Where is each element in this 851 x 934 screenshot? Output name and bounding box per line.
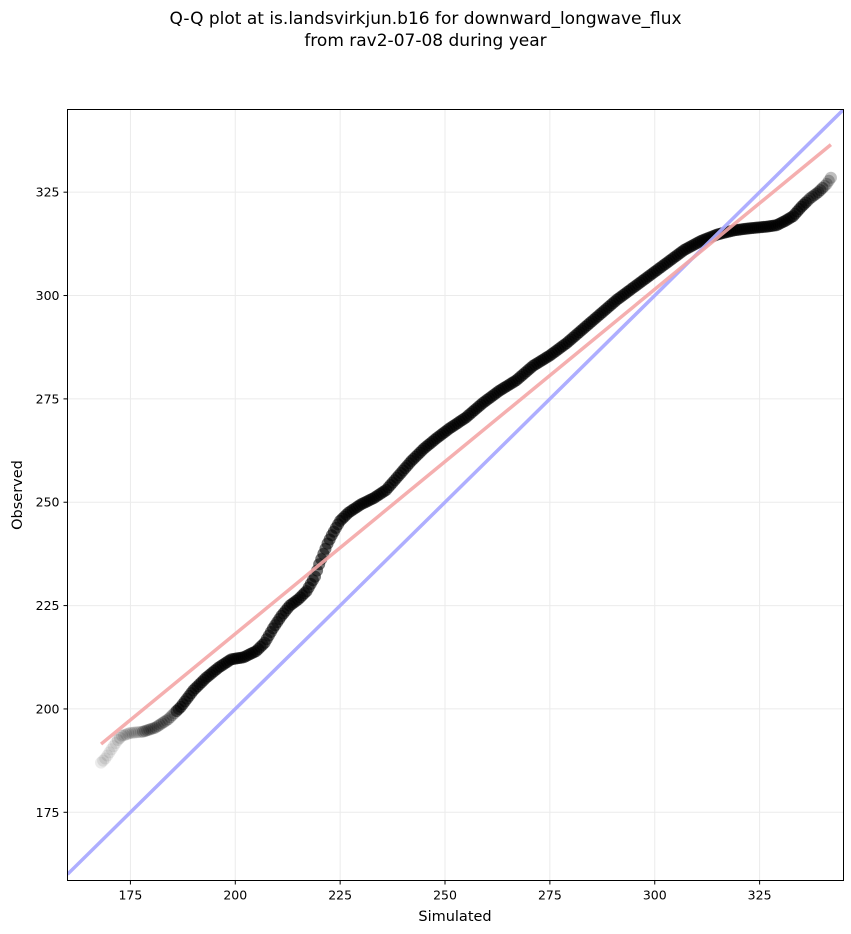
qq-point <box>113 731 126 744</box>
qq-point <box>124 726 137 739</box>
qq-point <box>151 720 164 733</box>
x-tick-label: 250 <box>433 888 457 903</box>
qq-point <box>806 190 819 203</box>
x-tick-label: 200 <box>223 888 247 903</box>
qq-point <box>799 196 812 209</box>
qq-point <box>134 725 147 738</box>
x-tick-label: 225 <box>328 888 352 903</box>
y-tick-label: 200 <box>36 701 60 716</box>
y-tick-label: 275 <box>36 391 60 406</box>
y-tick-label: 175 <box>36 805 60 820</box>
x-tick-label: 175 <box>118 888 142 903</box>
y-tick-label: 250 <box>36 495 60 510</box>
qq-point <box>149 721 162 734</box>
qq-point <box>101 749 114 762</box>
qq-point <box>141 724 154 737</box>
qq-point <box>103 746 116 759</box>
qq-point <box>107 740 120 753</box>
qq-point <box>155 717 168 730</box>
qq-point <box>816 182 829 195</box>
data-points <box>95 171 837 769</box>
qq-point <box>824 171 837 184</box>
qq-point <box>139 724 152 737</box>
qq-point <box>820 177 833 190</box>
qq-point <box>814 184 827 197</box>
chart-title: Q-Q plot at is.landsvirkjun.b16 for down… <box>169 9 682 29</box>
qq-point <box>116 729 129 742</box>
fit-line <box>99 143 833 746</box>
qq-point <box>810 187 823 200</box>
qq-point <box>818 179 831 192</box>
qq-point <box>120 728 133 741</box>
qq-point <box>162 713 175 726</box>
qq-point <box>122 727 135 740</box>
y-tick-label: 325 <box>36 185 60 200</box>
x-tick-label: 275 <box>538 888 562 903</box>
qq-point <box>99 752 112 765</box>
x-axis-label: Simulated <box>418 909 491 925</box>
y-tick-label: 300 <box>36 288 60 303</box>
qq-point <box>137 725 149 738</box>
qq-point <box>157 716 170 729</box>
qq-point <box>143 723 156 736</box>
qq-point <box>97 754 110 767</box>
grid <box>67 109 844 881</box>
qq-point <box>109 737 122 750</box>
qq-point <box>145 722 158 735</box>
qq-point <box>801 194 814 207</box>
qq-point <box>808 189 821 202</box>
qq-point <box>160 714 173 727</box>
x-tick-label: 300 <box>643 888 667 903</box>
axis-ticks: 175 200 225 250 275 300 325 175 200 225 250 275 300 3… <box>36 185 772 903</box>
qq-point <box>111 733 124 746</box>
qq-point <box>153 718 166 731</box>
qq-point <box>812 186 825 199</box>
qq-point <box>132 726 145 739</box>
qq-point <box>128 726 141 739</box>
qq-point <box>803 192 816 205</box>
y-tick-label: 225 <box>36 598 60 613</box>
plot-frame <box>67 109 844 881</box>
qq-point <box>822 174 835 187</box>
qq-point <box>147 722 160 735</box>
x-tick-label: 325 <box>748 888 772 903</box>
qq-point <box>105 743 118 756</box>
qq-point <box>95 756 108 769</box>
qq-point <box>118 729 131 742</box>
identity-line <box>67 109 844 876</box>
qq-point <box>130 726 143 739</box>
chart-subtitle: from rav2-07-08 during year <box>304 31 547 51</box>
qq-point <box>126 726 139 739</box>
reference-lines <box>67 109 844 876</box>
y-axis-label: Observed <box>10 460 26 530</box>
